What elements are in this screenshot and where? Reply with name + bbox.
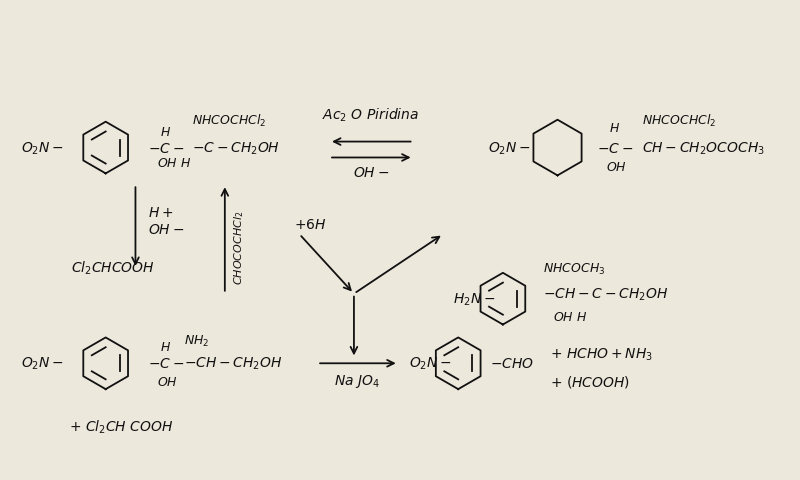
Text: $+\ (HCOOH)$: $+\ (HCOOH)$ — [550, 373, 630, 389]
Text: $H$: $H$ — [160, 340, 171, 353]
Text: $OH$: $OH$ — [606, 161, 627, 174]
Text: $OH -$: $OH -$ — [353, 166, 389, 180]
Text: $NH_2$: $NH_2$ — [184, 333, 210, 348]
Text: $Cl_2CHCOOH$: $Cl_2CHCOOH$ — [71, 259, 154, 276]
Text: $-C-$: $-C-$ — [148, 357, 185, 371]
Text: $NHCOCHCl_2$: $NHCOCHCl_2$ — [642, 112, 716, 129]
Text: $-C-CH_2OH$: $-C-CH_2OH$ — [192, 140, 280, 156]
Text: $H+$: $H+$ — [148, 206, 174, 220]
Text: $OH$: $OH$ — [158, 375, 178, 388]
Text: $H_2N-$: $H_2N-$ — [454, 291, 495, 307]
Text: $OH\ H$: $OH\ H$ — [158, 156, 192, 169]
Text: $+\ HCHO + NH_3$: $+\ HCHO + NH_3$ — [550, 346, 652, 362]
Text: $O_2N-$: $O_2N-$ — [409, 355, 451, 372]
Text: $O_2N-$: $O_2N-$ — [22, 355, 64, 372]
Text: $+6H$: $+6H$ — [294, 217, 327, 232]
Text: $Na\ JO_4$: $Na\ JO_4$ — [334, 372, 380, 389]
Text: $NHCOCHCl_2$: $NHCOCHCl_2$ — [192, 112, 266, 129]
Text: $+\ Cl_2CH\ COOH$: $+\ Cl_2CH\ COOH$ — [69, 417, 174, 435]
Text: $CHOCOCHCl_2$: $CHOCOCHCl_2$ — [232, 210, 246, 285]
Text: $-C-$: $-C-$ — [148, 141, 185, 155]
Text: $CH-CH_2OCOCH_3$: $CH-CH_2OCOCH_3$ — [642, 140, 765, 156]
Text: $OH-$: $OH-$ — [148, 223, 185, 237]
Text: $O_2N-$: $O_2N-$ — [488, 140, 530, 156]
Text: $O_2N-$: $O_2N-$ — [22, 140, 64, 156]
Text: $H$: $H$ — [160, 126, 171, 139]
Text: $H$: $H$ — [609, 122, 620, 135]
Text: $-CH-CH_2OH$: $-CH-CH_2OH$ — [184, 355, 282, 372]
Text: $-CH-C-CH_2OH$: $-CH-C-CH_2OH$ — [542, 286, 668, 302]
Text: $-C-$: $-C-$ — [598, 141, 634, 155]
Text: $-CHO$: $-CHO$ — [490, 357, 534, 371]
Text: $OH\ H$: $OH\ H$ — [553, 311, 587, 324]
Text: $Ac_2\ O\ Piridina$: $Ac_2\ O\ Piridina$ — [322, 107, 419, 124]
Text: $NHCOCH_3$: $NHCOCH_3$ — [542, 262, 605, 277]
